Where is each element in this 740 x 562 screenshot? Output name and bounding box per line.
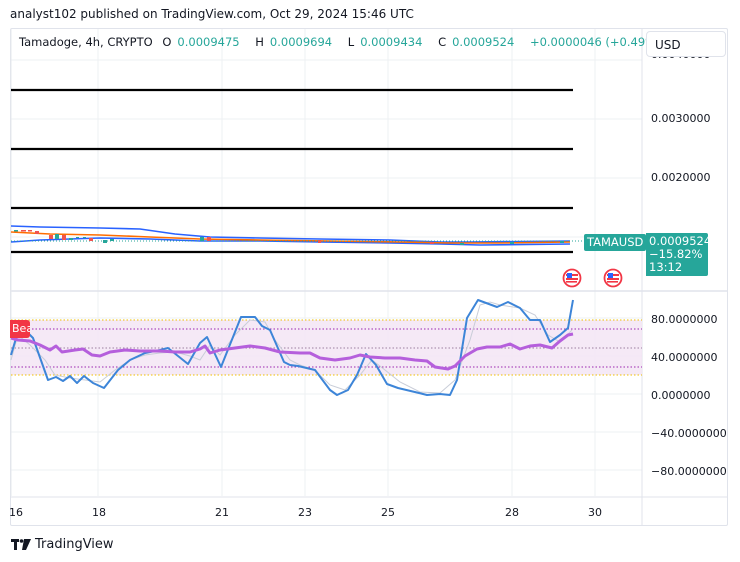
legend-open: O 0.0009475 [162, 35, 240, 49]
time-tick: 30 [588, 506, 602, 519]
bar-countdown: 13:12 [649, 260, 683, 274]
bear-badge: Bear [10, 320, 30, 338]
change-percent: −15.82% [649, 247, 703, 261]
moving-average [10, 231, 571, 244]
time-tick: 28 [505, 506, 519, 519]
legend-low: L 0.0009434 [347, 35, 423, 49]
publish-line: analyst102 published on TradingView.com,… [10, 7, 414, 21]
price-tick: 0.0040000 [651, 54, 711, 61]
price-tick: 0.0030000 [651, 112, 711, 125]
time-tick: 18 [92, 506, 106, 519]
stoch-d-faint [10, 301, 573, 394]
last-price-tag: 0.0009524 −15.82% 13:12 [646, 233, 712, 276]
symbol-tag: TAMAUSD [584, 234, 647, 251]
grid-horizontal [11, 59, 642, 471]
grid-vertical [97, 29, 596, 496]
ohlc-legend: Tamadoge, 4h, CRYPTO O 0.0009475 H 0.00096… [19, 35, 667, 49]
legend-symbol[interactable]: Tamadoge, 4h, CRYPTO [19, 35, 153, 49]
osc-tick: 40.0000000 [651, 351, 718, 364]
osc-tick: 0.0000000 [651, 389, 711, 402]
candles [14, 230, 564, 245]
time-tick: 21 [215, 506, 229, 519]
osc-tick: −80.0000000 [651, 465, 727, 478]
legend-high: H 0.0009694 [255, 35, 333, 49]
currency-button[interactable]: USD [646, 31, 726, 57]
legend-change: +0.0000046 (+0.49%) [529, 35, 661, 49]
us-flag-event-icon[interactable] [603, 268, 623, 288]
us-flag-event-icon[interactable] [562, 268, 582, 288]
horizontal-levels [11, 88, 573, 254]
stoch-k-line [10, 299, 574, 396]
stoch-d-line [10, 332, 574, 371]
price-tick: 0.0020000 [651, 171, 711, 184]
legend-close: C 0.0009524 [438, 35, 515, 49]
tradingview-logo-icon [11, 539, 31, 550]
osc-tick: −40.0000000 [651, 427, 727, 440]
brand-name: TradingView [35, 537, 114, 552]
tradingview-brand[interactable]: TradingView [11, 537, 114, 552]
time-tick: 23 [298, 506, 312, 519]
time-tick: 25 [381, 506, 395, 519]
time-tick: 16 [9, 506, 23, 519]
last-price: 0.0009524 [649, 234, 712, 248]
osc-tick: 80.0000000 [651, 313, 718, 326]
